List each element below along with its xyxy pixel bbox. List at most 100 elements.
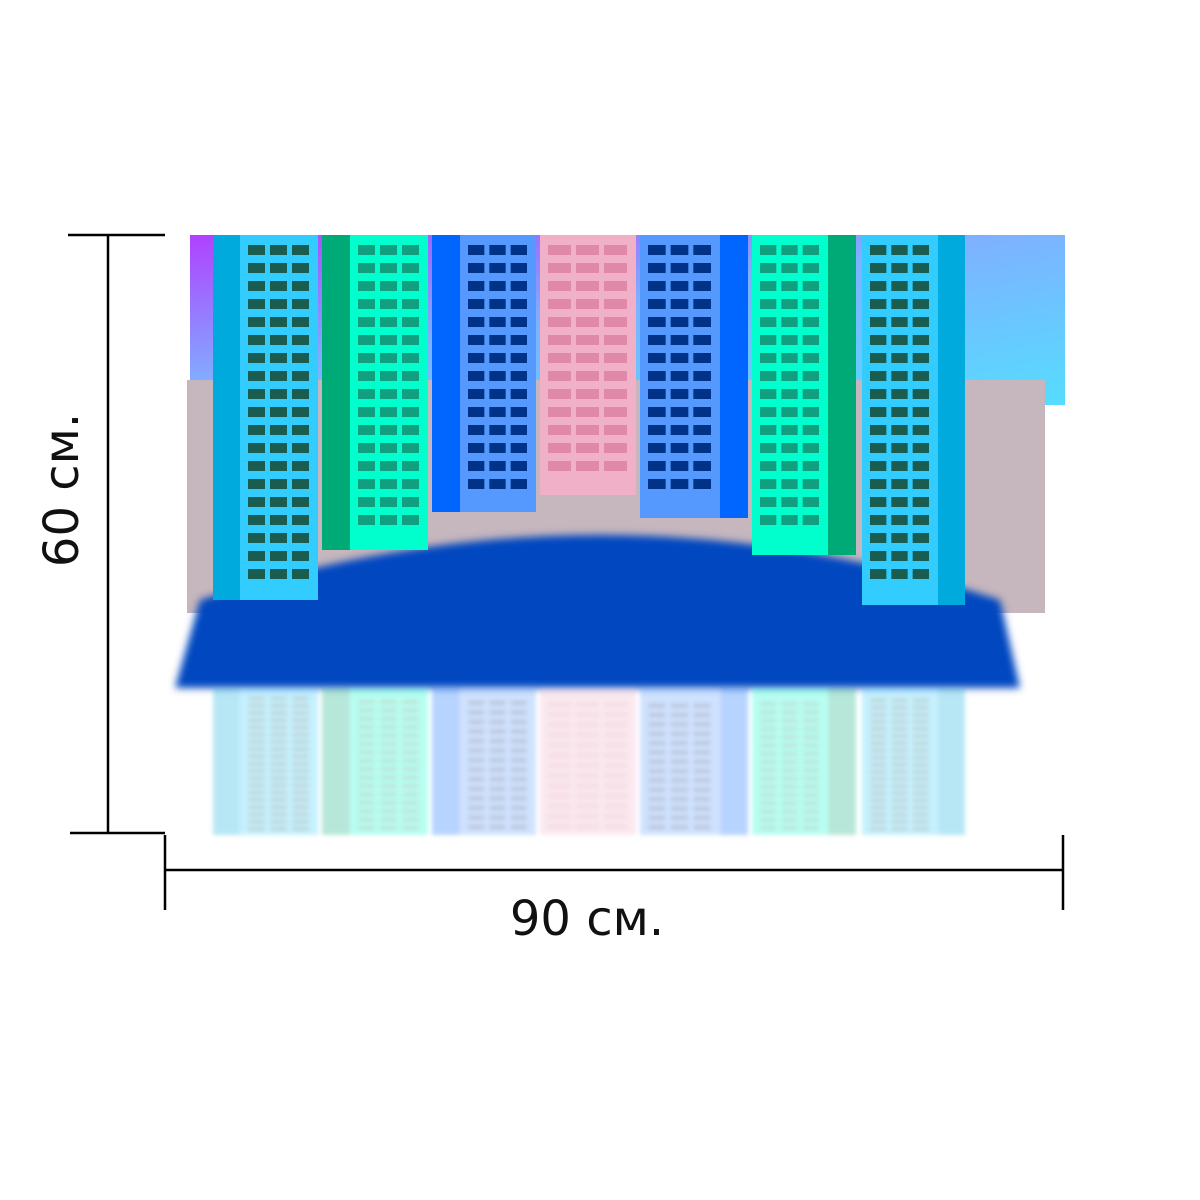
window — [912, 719, 929, 724]
window — [248, 569, 265, 579]
window — [248, 245, 265, 255]
window — [380, 783, 397, 789]
window — [576, 711, 599, 718]
window — [912, 461, 929, 471]
window — [870, 551, 887, 561]
window — [248, 783, 265, 788]
window — [760, 784, 777, 790]
window — [489, 738, 506, 744]
window — [402, 775, 419, 780]
window — [292, 819, 309, 824]
window — [510, 263, 527, 273]
window — [270, 263, 287, 273]
window — [693, 731, 711, 737]
window — [402, 758, 419, 764]
window — [891, 805, 908, 810]
window — [380, 515, 397, 525]
window — [760, 767, 777, 773]
window — [292, 479, 309, 489]
window — [760, 299, 777, 309]
window — [380, 371, 397, 381]
window — [670, 796, 689, 802]
window — [248, 335, 265, 345]
window — [693, 263, 711, 273]
window — [510, 335, 527, 345]
window — [912, 551, 929, 561]
window — [693, 335, 711, 345]
window — [648, 777, 666, 784]
window — [604, 742, 627, 748]
window — [648, 805, 666, 812]
window — [912, 798, 929, 803]
building-side — [322, 235, 350, 550]
window — [802, 407, 819, 417]
window — [380, 443, 397, 453]
window — [548, 371, 571, 381]
window — [468, 245, 485, 255]
window — [292, 768, 309, 773]
window — [802, 734, 819, 740]
window — [270, 515, 287, 525]
window — [510, 728, 527, 735]
window — [648, 712, 666, 718]
window — [912, 827, 929, 832]
window — [270, 281, 287, 291]
window — [380, 708, 397, 713]
window — [781, 497, 798, 507]
window — [781, 718, 798, 723]
window — [292, 461, 309, 471]
window — [489, 728, 506, 735]
window — [270, 335, 287, 345]
window — [358, 515, 375, 525]
window — [912, 726, 929, 731]
window — [270, 739, 287, 744]
window — [648, 479, 666, 489]
window — [604, 732, 627, 738]
window — [802, 710, 819, 715]
window — [358, 699, 375, 705]
window — [648, 721, 666, 727]
window — [576, 732, 599, 738]
window — [912, 748, 929, 753]
window — [270, 533, 287, 543]
window — [380, 353, 397, 363]
window — [760, 353, 777, 363]
window — [489, 317, 506, 327]
window — [510, 245, 527, 255]
window — [604, 443, 627, 453]
window — [358, 741, 375, 747]
window — [693, 740, 711, 746]
window — [548, 407, 571, 417]
window — [510, 738, 527, 744]
window — [248, 710, 265, 715]
window — [802, 515, 819, 525]
reflection — [213, 688, 965, 835]
window — [670, 479, 689, 489]
window — [912, 425, 929, 435]
window — [380, 389, 397, 399]
window — [870, 776, 887, 781]
window — [670, 443, 689, 453]
window — [870, 805, 887, 810]
window — [760, 726, 777, 732]
window — [248, 389, 265, 399]
window — [912, 819, 929, 824]
window — [648, 749, 666, 756]
window — [670, 389, 689, 399]
window — [358, 245, 375, 255]
window — [802, 425, 819, 435]
window — [292, 425, 309, 435]
window — [760, 425, 777, 435]
window — [693, 389, 711, 399]
window — [270, 371, 287, 381]
window — [670, 787, 689, 793]
building-front — [862, 688, 938, 835]
window — [802, 792, 819, 798]
window — [912, 784, 929, 789]
window — [548, 782, 571, 789]
window — [402, 766, 419, 772]
window — [760, 443, 777, 453]
window — [576, 353, 599, 363]
window — [891, 281, 908, 291]
window — [248, 407, 265, 417]
